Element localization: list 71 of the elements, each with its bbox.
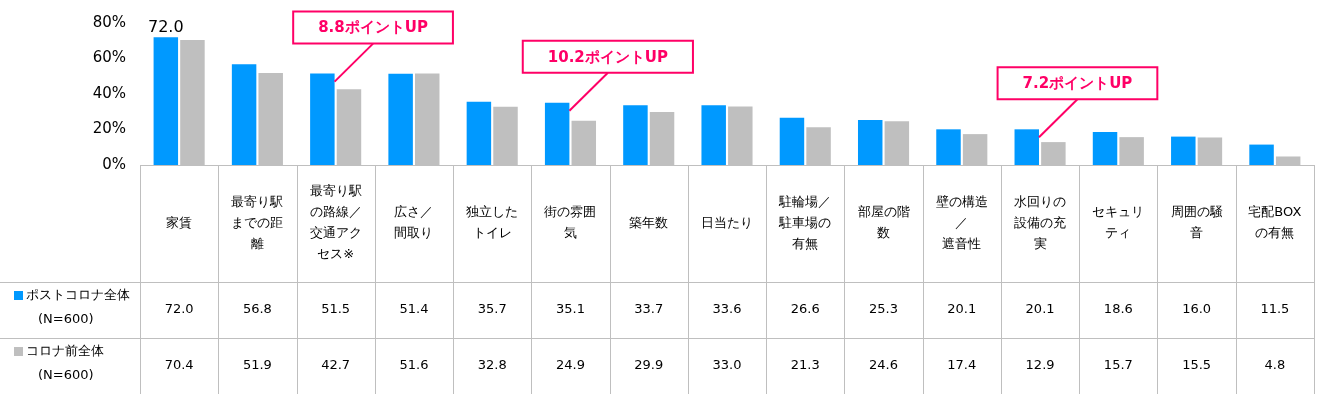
data-label: 51.5 bbox=[321, 301, 351, 317]
data-label: 26.6 bbox=[790, 301, 820, 317]
bar bbox=[544, 102, 570, 165]
data-label: 32.8 bbox=[477, 357, 507, 373]
x-tick-label: セキュリティ bbox=[1092, 204, 1145, 241]
y-tick-label: 0% bbox=[102, 154, 126, 173]
bar bbox=[779, 117, 805, 165]
x-tick-label: 日当たり bbox=[701, 214, 753, 230]
data-label: 56.8 bbox=[242, 301, 272, 317]
data-label: 24.9 bbox=[555, 357, 585, 373]
x-tick-label: 築年数 bbox=[629, 214, 669, 230]
bar bbox=[1171, 136, 1196, 165]
bar bbox=[936, 129, 961, 165]
annotation: 8.8ポイントUP bbox=[318, 18, 428, 37]
x-tick-label: 街の雰囲気 bbox=[544, 204, 597, 241]
data-label: 20.1 bbox=[1025, 301, 1055, 317]
bar bbox=[623, 105, 648, 165]
data-label: 4.8 bbox=[1264, 357, 1286, 373]
data-label: 70.4 bbox=[164, 357, 194, 373]
data-label: 33.7 bbox=[634, 301, 664, 317]
data-label: 25.3 bbox=[869, 301, 899, 317]
y-tick-label: 60% bbox=[92, 48, 126, 67]
data-label: 51.6 bbox=[399, 357, 429, 373]
data-label: 35.1 bbox=[555, 301, 585, 317]
data-label: 17.4 bbox=[947, 357, 977, 373]
y-tick-label: 40% bbox=[92, 83, 126, 102]
bar bbox=[1249, 144, 1274, 165]
x-tick-label: 広さ／間取り bbox=[394, 204, 434, 241]
bar bbox=[1092, 131, 1118, 165]
x-tick-label: 駐輪場／駐車場の有無 bbox=[778, 193, 832, 251]
annotation: 72.0 bbox=[148, 17, 184, 37]
x-tick-label: 水回りの設備の充実 bbox=[1014, 193, 1067, 251]
x-tick-label: 部屋の階数 bbox=[857, 204, 910, 241]
x-tick-label: 最寄り駅の路線／交通アクセス※ bbox=[309, 183, 362, 262]
data-label: 20.1 bbox=[947, 301, 977, 317]
x-tick-label: 周囲の騒音 bbox=[1170, 204, 1223, 241]
data-label: 24.6 bbox=[869, 357, 899, 373]
data-label: 51.4 bbox=[399, 301, 429, 317]
x-tick-label: 家賃 bbox=[166, 214, 193, 230]
annotation: 7.2ポイントUP bbox=[1022, 74, 1133, 93]
bar bbox=[231, 64, 257, 165]
data-label: 15.5 bbox=[1182, 357, 1212, 373]
data-label: 21.3 bbox=[790, 357, 820, 373]
bar bbox=[857, 120, 883, 165]
x-tick-label: 独立したトイレ bbox=[466, 204, 519, 241]
annotation: 10.2ポイントUP bbox=[547, 47, 668, 66]
data-label: 72.0 bbox=[164, 301, 194, 317]
data-label: 33.0 bbox=[712, 357, 742, 373]
data-label: 12.9 bbox=[1025, 357, 1055, 373]
bar bbox=[1014, 129, 1039, 165]
bar bbox=[310, 73, 335, 165]
x-tick-label: 宅配BOXの有無 bbox=[1248, 204, 1302, 241]
data-label: 35.7 bbox=[477, 301, 507, 317]
data-label: 33.6 bbox=[712, 301, 742, 317]
y-tick-label: 20% bbox=[92, 119, 126, 138]
legend-label: ポストコロナ全体(N=600) bbox=[26, 287, 130, 327]
y-tick-label: 80% bbox=[92, 12, 126, 31]
x-tick-label: 壁の構造／遮音性 bbox=[935, 193, 988, 251]
x-tick-label: 最寄り駅までの距離 bbox=[231, 193, 284, 251]
data-label: 11.5 bbox=[1260, 301, 1290, 317]
data-label: 29.9 bbox=[634, 357, 664, 373]
data-label: 18.6 bbox=[1103, 301, 1133, 317]
data-label: 15.7 bbox=[1103, 357, 1133, 373]
data-label: 16.0 bbox=[1182, 301, 1212, 317]
data-label: 42.7 bbox=[321, 357, 351, 373]
legend-label: コロナ前全体(N=600) bbox=[26, 343, 104, 383]
bar bbox=[388, 73, 413, 165]
bar bbox=[701, 105, 726, 165]
data-label: 51.9 bbox=[242, 357, 272, 373]
bar bbox=[466, 101, 492, 165]
bar bbox=[153, 37, 179, 165]
